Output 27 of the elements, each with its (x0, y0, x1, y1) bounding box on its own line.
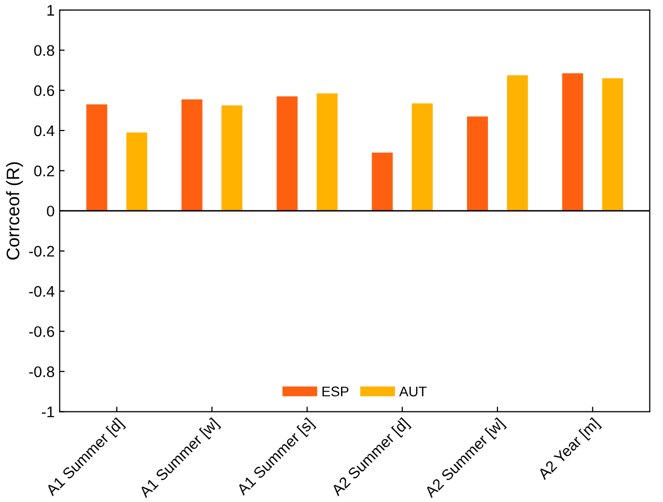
y-tick-label: -0.2 (29, 246, 54, 257)
x-tick-label: A2 Year [m] (536, 417, 602, 482)
bar (221, 105, 242, 211)
y-tick-label: 0.4 (34, 125, 54, 136)
y-tick-label: 0.2 (34, 166, 54, 176)
legend-label: AUT (399, 386, 427, 396)
bar (372, 152, 393, 211)
bar (86, 104, 108, 211)
legend-label: ESP (322, 386, 348, 396)
y-tick-label: 1 (47, 5, 54, 16)
bar (181, 99, 202, 211)
y-axis-title: Corrceof (R) (6, 162, 23, 260)
bar (602, 78, 624, 211)
bar (276, 96, 298, 211)
y-tick-label: -0.6 (29, 326, 54, 338)
bar (126, 132, 148, 211)
bar (562, 73, 584, 211)
bar (316, 93, 338, 211)
bar (506, 75, 528, 211)
y-tick-label: -0.8 (29, 366, 54, 378)
y-tick-label: -0.4 (29, 286, 54, 297)
y-tick-label: 0 (46, 206, 54, 217)
bar (412, 103, 433, 211)
bar (467, 116, 488, 211)
y-tick-label: -1 (42, 406, 54, 418)
y-tick-label: 0.8 (34, 45, 54, 56)
y-tick-label: 0.6 (34, 85, 54, 96)
